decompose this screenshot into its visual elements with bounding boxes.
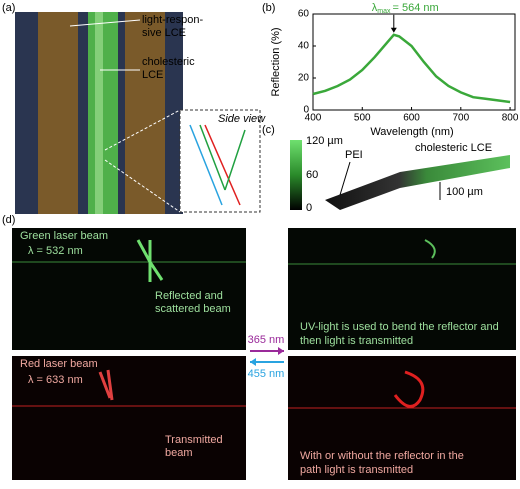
y-tick-label: 0 [303,105,309,116]
panel-label: (b) [262,2,275,14]
inset-title: Side view [218,113,266,125]
annotation-symbol: λ [372,2,378,14]
lce-strip [125,12,165,214]
reflector [98,369,114,401]
ray [199,124,226,191]
arrowhead [278,347,284,355]
caption: With or without the reflector in the [300,450,464,462]
caption: beam [165,447,193,459]
reflector [393,370,425,408]
arrow-label: 455 nm [248,368,285,380]
spectrum-line [312,33,511,104]
colorbar [290,140,302,210]
x-tick-label: 700 [452,113,469,124]
y-axis-title: Reflection (%) [270,27,282,96]
x-tick-label: 800 [502,113,519,124]
scale-label: 100 µm [446,186,483,198]
ray [224,129,246,191]
panel-label: (d) [2,214,15,226]
photo [288,356,516,480]
caption: then light is transmitted [300,335,413,347]
caption: Reflected and [155,290,223,302]
x-tick-label: 400 [305,113,322,124]
annotation-subscript: max [377,8,391,15]
photo [288,228,516,350]
x-axis-title: Wavelength (nm) [370,126,453,138]
cholesteric-highlight [95,12,103,214]
reflector [424,239,436,259]
callout: light-respon- [142,14,203,26]
x-tick-label: 600 [403,113,420,124]
caption: path light is transmitted [300,464,413,476]
x-tick-label: 500 [354,113,371,124]
ray [189,124,223,206]
colorbar-label: 60 [306,169,318,181]
caption: Transmitted [165,434,223,446]
annotation-arrowhead [390,27,397,33]
annotation-text: = 564 nm [393,2,439,14]
y-tick-label: 20 [298,73,310,84]
surface-label: PEI [345,149,363,161]
colorbar-label: 0 [306,202,312,214]
panel-label: (c) [262,124,275,136]
ray [204,124,241,206]
caption: λ = 532 nm [28,245,83,257]
reflector [136,239,164,282]
surface [325,155,510,210]
callout: cholesteric [142,56,195,68]
callout: sive LCE [142,27,186,39]
inset-link [104,159,181,213]
annotation: λmax = 564 nm [372,2,439,15]
callout: LCE [142,69,163,81]
arrowhead [250,358,256,366]
inset: Side view [104,109,266,213]
caption: λ = 633 nm [28,374,83,386]
caption: scattered beam [155,303,231,315]
y-tick-label: 60 [298,9,310,20]
photo [12,356,246,480]
inset-link [104,109,181,151]
surface-label: cholesteric LCE [415,142,492,154]
callout-line [339,161,351,196]
panel-label: (a) [2,2,15,14]
colorbar-label: 120 µm [306,135,343,147]
plot-frame [312,13,516,111]
photo [12,228,246,350]
callout-line [69,19,141,27]
y-tick-label: 40 [298,41,310,52]
caption: UV-light is used to bend the reflector a… [300,321,499,333]
lce-strip [38,12,78,214]
photo-a [15,12,183,214]
arrow-label: 365 nm [248,334,285,346]
caption: Red laser beam [20,358,98,370]
caption: Green laser beam [20,230,108,242]
